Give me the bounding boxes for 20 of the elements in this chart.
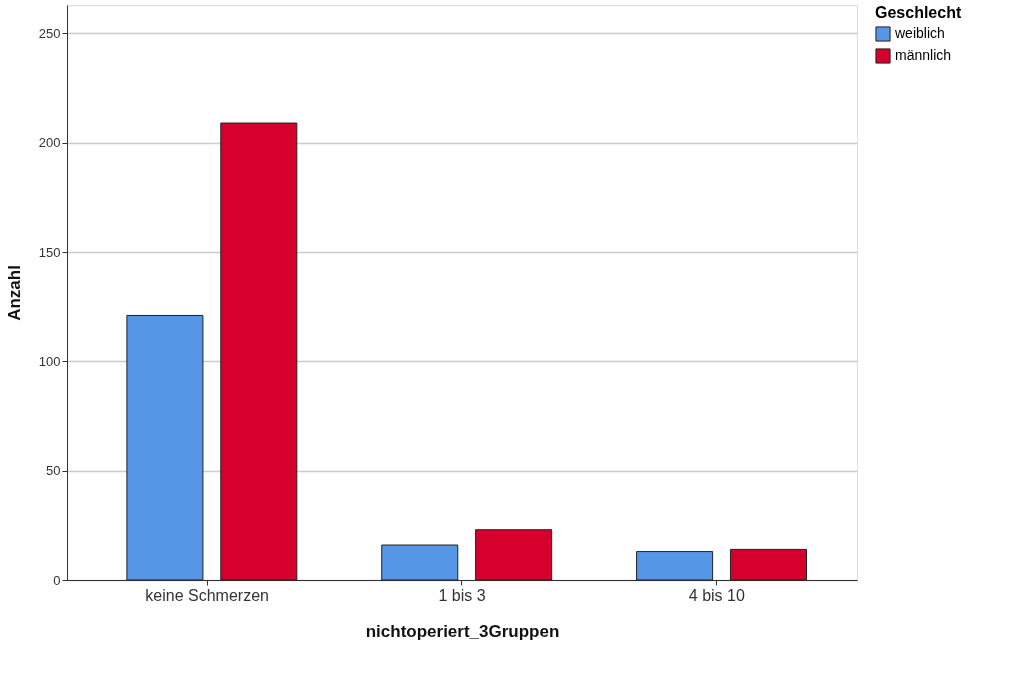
legend-label: männlich: [895, 47, 952, 63]
bar: [636, 551, 714, 581]
x-tick-label: keine Schmerzen: [145, 586, 269, 604]
y-tick-label: 50: [46, 463, 61, 479]
x-tick-label: 4 bis 10: [688, 586, 745, 604]
y-tick-label: 200: [38, 135, 61, 151]
x-axis-title: nichtoperiert_3Gruppen: [365, 621, 560, 641]
bar: [729, 548, 807, 581]
bar: [475, 529, 553, 581]
legend-title: Geschlecht: [875, 4, 962, 21]
y-tick-label: 100: [38, 353, 61, 369]
bar: [220, 122, 298, 581]
y-tick-label: 150: [38, 244, 61, 260]
y-tick-label: 250: [38, 25, 61, 41]
x-tick-label: 1 bis 3: [438, 586, 486, 604]
bar: [381, 544, 459, 581]
y-axis-title: Anzahl: [4, 265, 24, 321]
bar: [126, 314, 204, 581]
y-tick-label: 0: [53, 572, 61, 588]
legend-label: weiblich: [894, 25, 945, 41]
